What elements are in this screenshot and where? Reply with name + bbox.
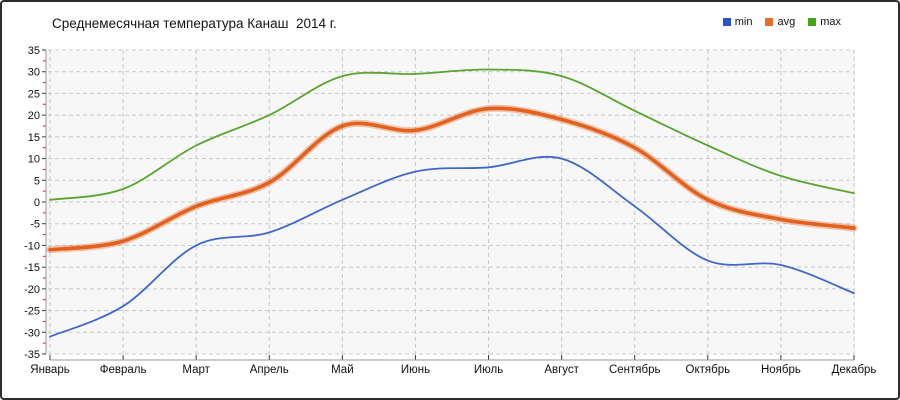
x-tick-label: Октябрь	[686, 364, 731, 376]
legend-item-min: min	[722, 16, 753, 28]
y-tick-label: 15	[28, 132, 40, 144]
x-tick-label: Февраль	[100, 364, 147, 376]
x-tick-label: Март	[182, 364, 210, 376]
legend-item-avg: avg	[765, 16, 795, 28]
legend-item-max: max	[808, 16, 841, 28]
y-tick-label: 35	[28, 45, 40, 57]
x-tick-label: Август	[544, 364, 579, 376]
max-series-swatch-icon	[808, 18, 817, 26]
y-tick-label: -35	[24, 349, 40, 361]
x-tick-label: Январь	[30, 364, 69, 376]
y-tick-label: 10	[28, 154, 40, 166]
x-tick-label: Декабрь	[832, 364, 877, 376]
chart-title: Среднемесячная температура Канаш 2014 г.	[52, 16, 337, 31]
y-tick-label: 25	[28, 88, 40, 100]
legend-label-max: max	[820, 16, 841, 28]
x-tick-label: Сентябрь	[609, 364, 661, 376]
x-tick-label: Июнь	[401, 364, 430, 376]
x-tick-label: Май	[331, 364, 354, 376]
y-tick-label: -25	[24, 306, 40, 318]
series-line-min	[49, 155, 855, 338]
legend-label-min: min	[734, 16, 753, 28]
avg-series-swatch-icon	[765, 18, 774, 26]
y-tick-label: -30	[24, 327, 40, 339]
x-tick-label: Июль	[474, 364, 503, 376]
series-line-max	[49, 68, 855, 201]
y-tick-label: -15	[24, 262, 40, 274]
legend-label-avg: avg	[777, 16, 796, 28]
y-tick-label: 20	[28, 110, 40, 122]
y-tick-label: 5	[34, 175, 40, 187]
min-series-swatch-icon	[722, 18, 731, 26]
y-tick-label: -20	[24, 284, 40, 296]
y-tick-label: -10	[24, 240, 40, 252]
x-tick-label: Ноябрь	[761, 364, 801, 376]
y-tick-label: 0	[34, 197, 40, 209]
y-tick-label: -5	[30, 219, 40, 231]
x-tick-label: Апрель	[250, 364, 289, 376]
y-tick-label: 30	[28, 67, 40, 79]
series-line-avg	[48, 106, 856, 252]
legend: min avg max	[722, 16, 841, 28]
